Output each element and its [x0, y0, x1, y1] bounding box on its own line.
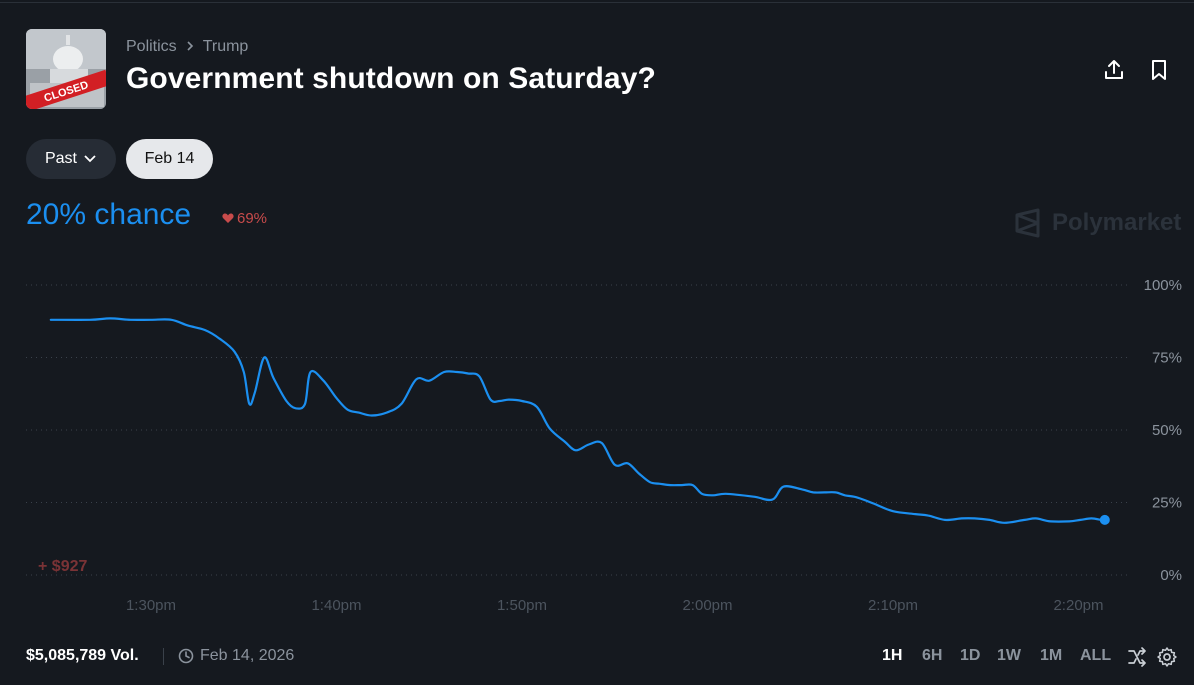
- pnl-value: + $927: [38, 558, 88, 575]
- chevron-down-icon: [84, 155, 96, 163]
- y-tick-label: 25%: [1152, 495, 1182, 512]
- breadcrumb: Politics Trump: [126, 38, 248, 56]
- clock-icon: [178, 648, 194, 664]
- share-icon: [1105, 60, 1123, 79]
- series-line: [49, 317, 1102, 524]
- range-all[interactable]: ALL: [1080, 647, 1112, 664]
- capitol-image: CLOSED: [26, 29, 106, 109]
- bookmark-icon: [1152, 60, 1166, 80]
- x-tick-label: 2:00pm: [682, 597, 732, 614]
- volume: $5,085,789 Vol.: [26, 647, 139, 664]
- range-1h[interactable]: 1H: [882, 647, 903, 664]
- bookmark-button[interactable]: [1146, 57, 1172, 83]
- heart-down-icon: [222, 213, 234, 223]
- chart-grid: [26, 284, 1128, 576]
- polymarket-logo-icon: [1015, 208, 1040, 238]
- x-axis: 1:30pm 1:40pm 1:50pm 2:00pm 2:10pm 2:20pm: [126, 597, 1104, 614]
- chance-delta: 69%: [222, 210, 267, 227]
- y-tick-label: 100%: [1144, 277, 1182, 294]
- chance-delta-value: 69%: [237, 210, 268, 227]
- range-1m[interactable]: 1M: [1040, 647, 1063, 664]
- range-1w[interactable]: 1W: [997, 647, 1021, 664]
- x-tick-label: 2:20pm: [1053, 597, 1103, 614]
- end-date-text: Feb 14, 2026: [200, 647, 295, 664]
- footer-divider: [163, 648, 164, 665]
- shuffle-button[interactable]: [1126, 646, 1148, 668]
- price-chart[interactable]: 100% 75% 50% 25% 0% 1:30pm 1:40pm 1:50pm 2:00pm…: [0, 260, 1194, 620]
- polymarket-watermark: Polymarket: [1014, 208, 1181, 238]
- past-label: Past: [44, 150, 77, 167]
- y-axis: 100% 75% 50% 25% 0%: [1144, 277, 1182, 584]
- end-date: Feb 14, 2026: [178, 647, 294, 665]
- y-tick-label: 75%: [1152, 350, 1182, 367]
- date-filter-label: Feb 14: [144, 150, 195, 167]
- top-divider: [0, 2, 1194, 3]
- y-tick-label: 0%: [1160, 567, 1182, 584]
- chance-value: 20% chance: [26, 198, 192, 231]
- y-tick-label: 50%: [1152, 422, 1182, 439]
- share-button[interactable]: [1101, 57, 1127, 83]
- chart-series: [49, 317, 1110, 525]
- settings-button[interactable]: [1156, 646, 1178, 668]
- polymarket-brand: Polymarket: [1052, 209, 1182, 236]
- x-tick-label: 1:40pm: [311, 597, 361, 614]
- chevron-right-icon: [185, 39, 195, 55]
- past-dropdown[interactable]: Past: [26, 139, 116, 179]
- x-tick-label: 2:10pm: [868, 597, 918, 614]
- last-point-marker: [1099, 514, 1110, 525]
- gear-icon: [1157, 647, 1177, 667]
- market-title: Government shutdown on Saturday?: [126, 62, 656, 95]
- breadcrumb-politics[interactable]: Politics: [126, 38, 177, 55]
- x-tick-label: 1:50pm: [497, 597, 547, 614]
- x-tick-label: 1:30pm: [126, 597, 176, 614]
- breadcrumb-trump[interactable]: Trump: [202, 38, 249, 55]
- shuffle-icon: [1128, 647, 1146, 667]
- range-1d[interactable]: 1D: [960, 647, 981, 664]
- date-filter-button[interactable]: Feb 14: [126, 139, 213, 179]
- market-thumbnail: CLOSED: [26, 29, 106, 109]
- range-6h[interactable]: 6H: [922, 647, 943, 664]
